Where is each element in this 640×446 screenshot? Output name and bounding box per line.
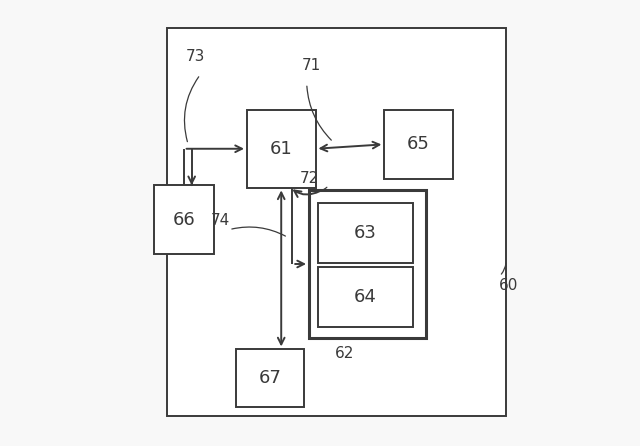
Text: 73: 73 [186, 50, 205, 64]
Bar [318, 267, 413, 327]
Text: 64: 64 [354, 288, 377, 306]
Bar [167, 28, 506, 416]
Bar [247, 110, 316, 187]
Bar [236, 349, 305, 407]
Text: 74: 74 [211, 213, 230, 228]
Text: 60: 60 [499, 277, 518, 293]
Text: 61: 61 [270, 140, 292, 158]
Text: 71: 71 [301, 58, 321, 73]
Bar [309, 190, 426, 338]
Text: 63: 63 [354, 224, 377, 242]
Text: 67: 67 [259, 369, 282, 387]
Bar [384, 110, 453, 179]
Text: 62: 62 [335, 346, 354, 361]
Bar [318, 203, 413, 263]
Bar [154, 186, 214, 254]
Text: 72: 72 [300, 171, 319, 186]
Text: 66: 66 [172, 211, 195, 229]
Text: 65: 65 [407, 135, 430, 153]
